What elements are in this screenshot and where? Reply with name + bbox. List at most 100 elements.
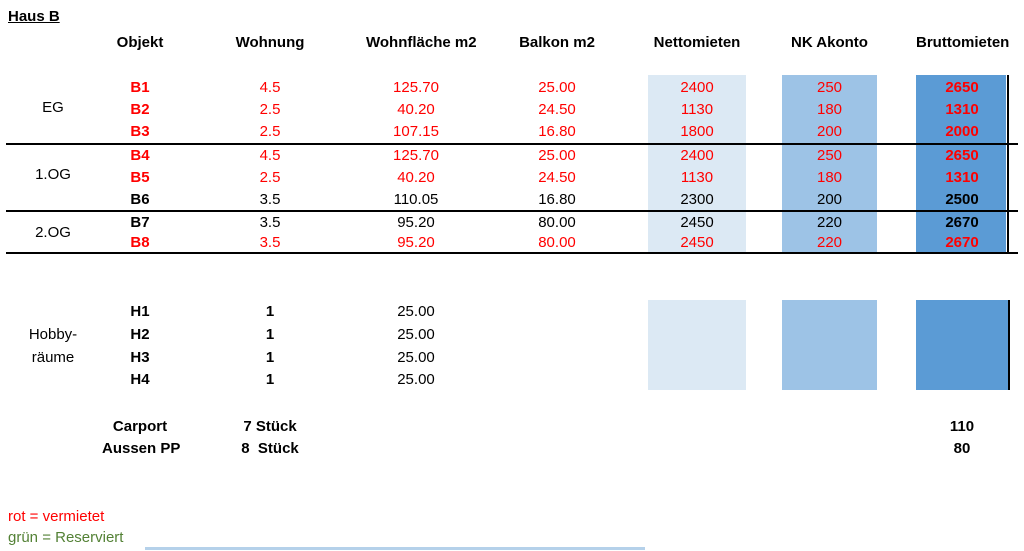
cell-wohnflaeche: 125.70 [393,79,439,96]
col-header-wohnung: Wohnung [235,34,305,51]
cell-wohnung: 4.5 [259,147,281,164]
cell-objekt: B8 [130,234,150,251]
cell-balkon: 80.00 [538,234,576,251]
parking-label-carport: Carport [112,418,168,435]
cell-wohnung: 1 [265,326,275,343]
parking-brutto-aussen-pp: 80 [953,440,971,457]
cell-balkon: 24.50 [538,101,576,118]
cell-bruttomieten: 2670 [945,234,979,251]
cell-wohnflaeche: 25.00 [397,326,435,343]
divider-eg-1og [6,143,1018,145]
cell-nk-akonto: 180 [816,101,843,118]
parking-count-carport: 7 Stück [243,418,297,435]
cell-wohnung: 2.5 [259,169,281,186]
cell-wohnung: 3.5 [259,214,281,231]
cell-bruttomieten: 1310 [945,169,979,186]
cell-balkon: 16.80 [538,191,576,208]
cell-bruttomieten: 2650 [945,79,979,96]
floor-label-eg: EG [42,99,64,116]
cell-wohnung: 4.5 [259,79,281,96]
parking-count-aussen-pp: 8 Stück [241,440,299,457]
page-title: Haus B [8,8,60,25]
cell-objekt: B3 [130,123,150,140]
legend-vermietet: rot = vermietet [8,508,105,525]
cell-bruttomieten: 2650 [945,147,979,164]
divider-1og-2og [6,210,1018,212]
cell-objekt: B6 [130,191,150,208]
cell-objekt: B1 [130,79,150,96]
cell-wohnflaeche: 95.20 [397,234,435,251]
cell-balkon: 24.50 [538,169,576,186]
hobby-label-line1: Hobby- [28,326,78,343]
cell-nettomieten: 2450 [680,234,714,251]
hobby-bruttomieten-block [916,300,1010,390]
cell-objekt: B2 [130,101,150,118]
divider-table-bottom [6,252,1018,254]
floor-label-1og: 1.OG [35,166,71,183]
cell-objekt: B7 [130,214,150,231]
cell-bruttomieten: 1310 [945,101,979,118]
cell-balkon: 16.80 [538,123,576,140]
cell-nettomieten: 2450 [680,214,714,231]
cell-objekt: H3 [130,349,150,366]
parking-label-aussen-pp: Aussen PP [102,440,181,457]
hobby-label-line2: räume [31,349,75,366]
cell-nettomieten: 1130 [680,101,714,118]
table-right-border [1007,75,1009,254]
col-header-wohnflaeche: Wohnfläche m2 [366,34,477,51]
col-header-nk-akonto: NK Akonto [791,34,868,51]
cell-wohnung: 1 [265,371,275,388]
cell-balkon: 80.00 [538,214,576,231]
cell-bruttomieten: 2500 [945,191,979,208]
nettomieten-column-highlight [648,75,746,253]
cell-nk-akonto: 220 [816,214,843,231]
nk-akonto-column-highlight [782,75,877,253]
cell-balkon: 25.00 [538,147,576,164]
cell-nk-akonto: 220 [816,234,843,251]
cell-wohnflaeche: 107.15 [393,123,439,140]
cell-wohnflaeche: 125.70 [393,147,439,164]
cell-wohnung: 2.5 [259,101,281,118]
hobby-nk-akonto-block [782,300,877,390]
cell-objekt: H2 [130,326,150,343]
bruttomieten-column-highlight [916,75,1006,253]
cell-wohnung: 3.5 [259,234,281,251]
cell-nk-akonto: 250 [816,79,843,96]
col-header-nettomieten: Nettomieten [653,34,741,51]
cell-wohnflaeche: 25.00 [397,371,435,388]
cell-nk-akonto: 180 [816,169,843,186]
cell-wohnflaeche: 110.05 [393,191,439,208]
cell-wohnung: 1 [265,303,275,320]
floor-label-2og: 2.OG [35,224,71,241]
cell-nettomieten: 1800 [680,123,714,140]
col-header-balkon: Balkon m2 [519,34,595,51]
cell-nk-akonto: 200 [816,123,843,140]
col-header-objekt: Objekt [116,34,164,51]
bottom-edge-strip [145,547,645,550]
legend-reserviert: grün = Reserviert [8,529,124,546]
cell-nettomieten: 2400 [680,147,714,164]
cell-nettomieten: 2400 [680,79,714,96]
cell-wohnung: 3.5 [259,191,281,208]
cell-objekt: B4 [130,147,150,164]
col-header-bruttomieten: Bruttomieten [916,34,1010,51]
cell-wohnflaeche: 25.00 [397,303,435,320]
cell-bruttomieten: 2670 [945,214,979,231]
cell-nk-akonto: 200 [816,191,843,208]
cell-wohnflaeche: 40.20 [397,101,435,118]
hobby-nettomieten-block [648,300,746,390]
cell-wohnflaeche: 40.20 [397,169,435,186]
cell-wohnung: 1 [265,349,275,366]
parking-brutto-carport: 110 [949,418,975,435]
cell-wohnflaeche: 25.00 [397,349,435,366]
cell-bruttomieten: 2000 [945,123,979,140]
cell-objekt: H1 [130,303,150,320]
cell-nk-akonto: 250 [816,147,843,164]
cell-objekt: B5 [130,169,150,186]
cell-wohnflaeche: 95.20 [397,214,435,231]
cell-nettomieten: 1130 [680,169,714,186]
cell-nettomieten: 2300 [680,191,714,208]
cell-balkon: 25.00 [538,79,576,96]
cell-objekt: H4 [130,371,150,388]
